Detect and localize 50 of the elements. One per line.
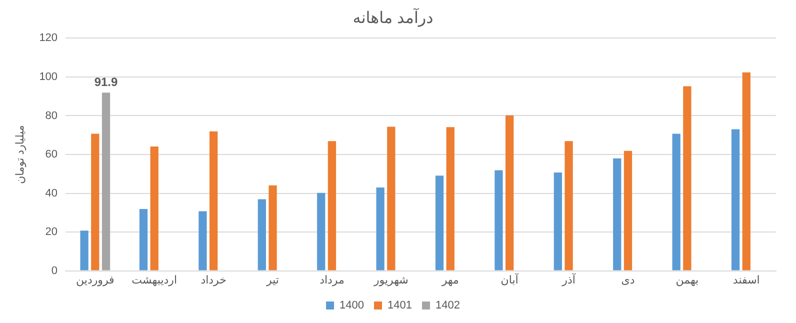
bar <box>139 208 148 270</box>
bar <box>328 141 336 270</box>
bar <box>91 134 100 270</box>
bar <box>198 211 207 270</box>
x-tick-label: اردیبهشت <box>132 274 178 286</box>
bar <box>102 92 110 270</box>
x-tick-label: اسفند <box>732 274 760 286</box>
bar <box>506 115 514 270</box>
x-tick-label: بهمن <box>676 274 699 286</box>
bar <box>317 192 326 270</box>
data-label: 91.9 <box>94 74 118 89</box>
bar <box>80 230 88 270</box>
bar <box>731 129 740 270</box>
chart-title: درآمد ماهانه <box>352 7 434 28</box>
y-tick-label: 20 <box>45 226 58 238</box>
x-tick-label: آذر <box>561 272 576 286</box>
bar <box>624 150 632 270</box>
x-tick-label: فروردین <box>76 274 114 286</box>
x-tick-label: دی <box>621 274 635 286</box>
bar <box>387 126 396 270</box>
x-tick-label: مهر <box>440 274 459 286</box>
bar <box>494 170 503 270</box>
y-tick-label: 100 <box>39 71 58 83</box>
legend-label: 1400 <box>340 300 364 312</box>
y-axis-title: میلیارد تومان <box>14 124 27 184</box>
y-tick-label: 40 <box>45 187 58 200</box>
x-tick-label: مرداد <box>320 274 344 286</box>
x-tick-label: آبان <box>500 272 520 286</box>
bar <box>150 146 158 270</box>
bar <box>613 158 622 270</box>
x-tick-label: خرداد <box>200 274 226 286</box>
bar <box>268 185 277 270</box>
bar <box>209 131 218 270</box>
bar <box>742 72 750 270</box>
bar <box>376 187 384 270</box>
y-tick-label: 60 <box>45 148 58 161</box>
bar <box>672 134 680 270</box>
y-tick-label: 80 <box>45 110 58 122</box>
legend-label: 1401 <box>388 300 412 312</box>
bar <box>564 141 573 270</box>
y-tick-label: 120 <box>39 32 58 44</box>
x-tick-label: تیر <box>266 274 279 286</box>
bar <box>554 172 562 270</box>
bar <box>435 176 444 270</box>
legend-label: 1402 <box>435 300 460 312</box>
y-tick-label: 0 <box>51 264 58 277</box>
x-tick-label: شهریور <box>372 274 408 286</box>
bar <box>258 199 266 270</box>
bar <box>683 86 692 270</box>
bar <box>446 127 454 270</box>
